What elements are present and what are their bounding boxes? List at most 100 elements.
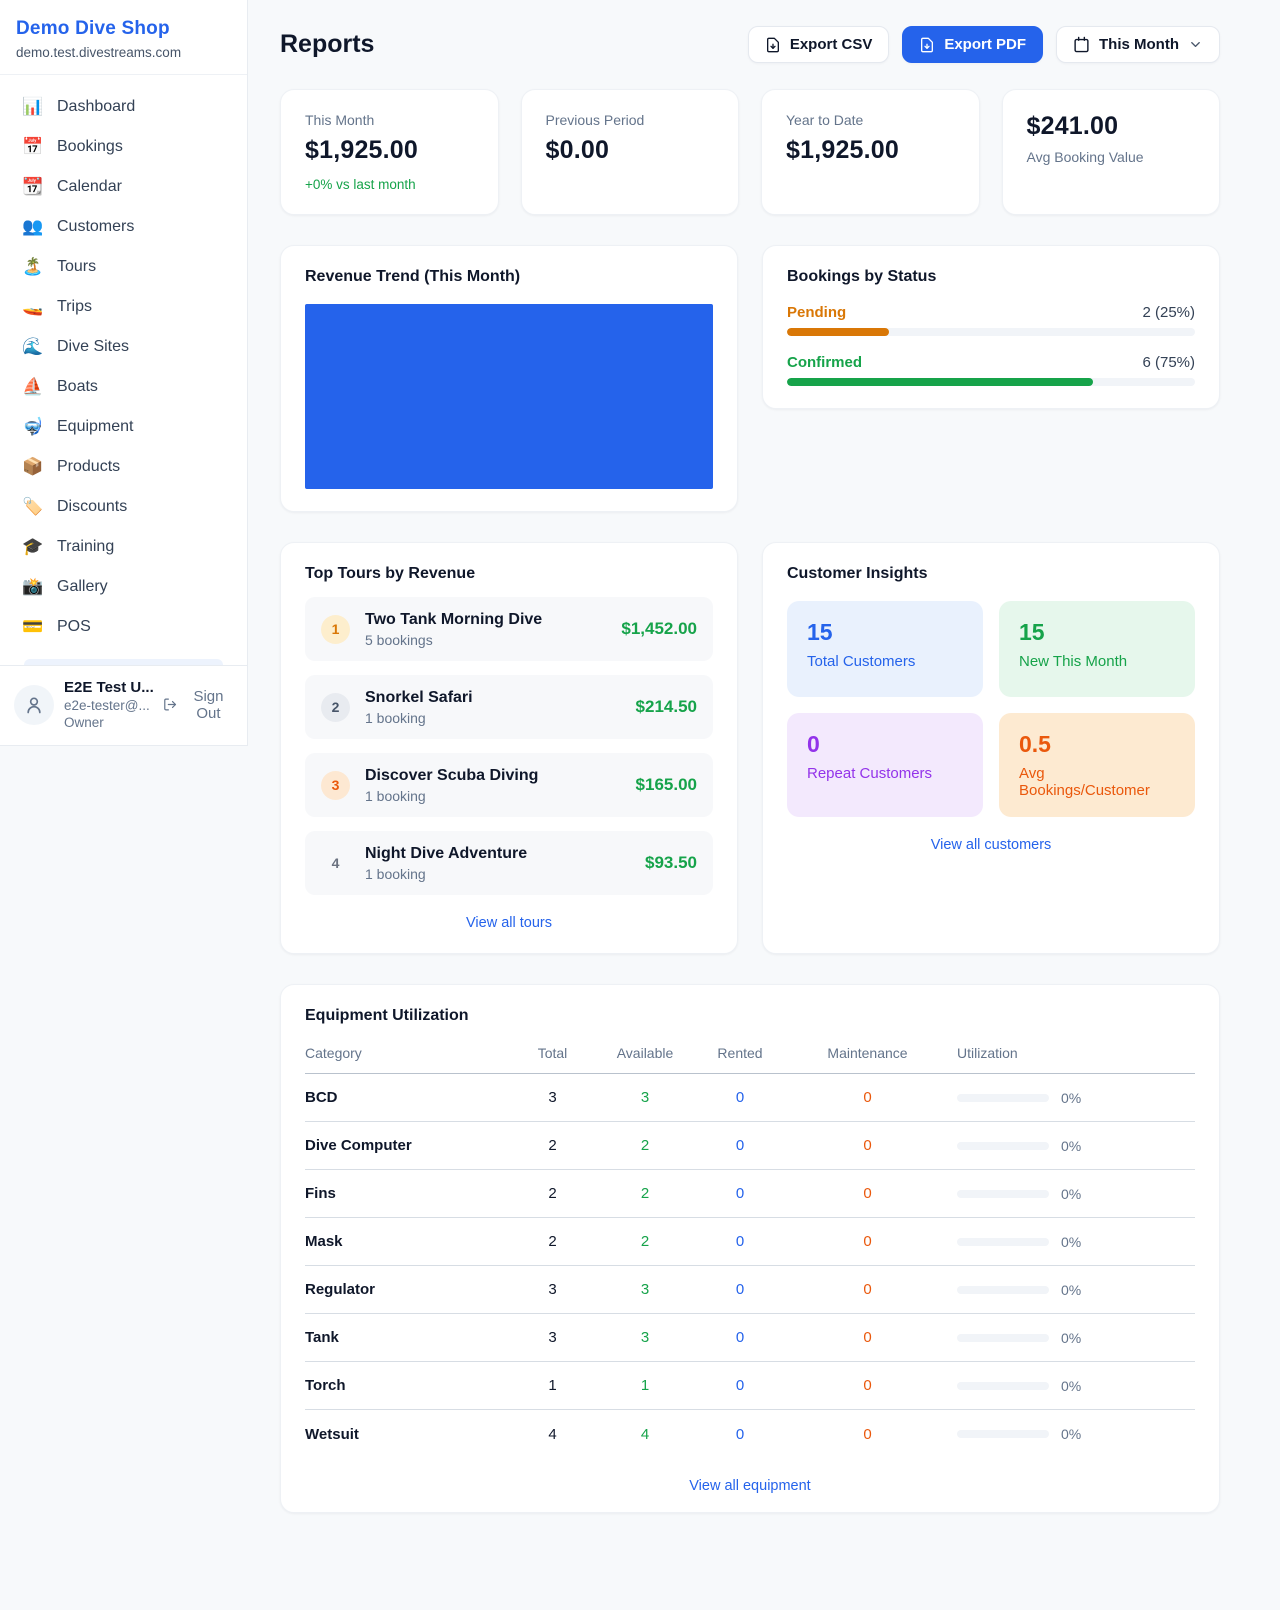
sign-out-icon — [163, 698, 176, 711]
tile-label: Total Customers — [807, 653, 916, 670]
sidebar-item-boats[interactable]: ⛵ Boats — [12, 367, 235, 407]
equipment-maintenance: 0 — [863, 1185, 872, 1202]
tile-label: Repeat Customers — [807, 765, 933, 782]
column-header-available: Available — [616, 1045, 674, 1061]
sidebar-item-dashboard[interactable]: 📊 Dashboard — [12, 87, 235, 127]
equipment-rented: 0 — [735, 1425, 745, 1443]
export-pdf-button[interactable]: Export PDF — [902, 26, 1044, 63]
table-row: Mask 2 2 0 0 0% — [305, 1218, 1195, 1266]
column-header-rented: Rented — [717, 1045, 763, 1061]
sidebar-item-label: Dive Sites — [57, 338, 130, 355]
sidebar-item-products[interactable]: 📦 Products — [12, 447, 235, 487]
tile-label: New This Month — [1019, 653, 1128, 670]
tile-avg-bookings-customer: 0.5 Avg Bookings/Customer — [999, 713, 1195, 817]
equipment-maintenance: 0 — [863, 1137, 872, 1154]
sidebar-item-bookings[interactable]: 📅 Bookings — [12, 127, 235, 167]
tour-row: 4 Night Dive Adventure 1 booking $93.50 — [305, 831, 713, 895]
equipment-rented: 0 — [735, 1377, 745, 1394]
shop-name: Demo Dive Shop — [16, 18, 170, 39]
sidebar-item-gallery[interactable]: 📸 Gallery — [12, 567, 235, 607]
sign-out-button[interactable]: Sign Out — [163, 688, 233, 722]
tag-icon: 🏷️ — [22, 497, 44, 516]
page-header: Reports Export CSV Export PDF This Month — [280, 26, 1220, 63]
sidebar-item-calendar[interactable]: 📆 Calendar — [12, 167, 235, 207]
utilization-track — [957, 1141, 1049, 1150]
equipment-category: Mask — [305, 1233, 343, 1250]
table-row: Dive Computer 2 2 0 0 0% — [305, 1122, 1195, 1170]
sidebar-item-label: Bookings — [57, 138, 123, 155]
tile-value: 15 — [1019, 619, 1045, 645]
sidebar-item-label: Products — [57, 458, 121, 475]
stat-label: Year to Date — [786, 112, 864, 128]
table-row: Fins 2 2 0 0 0% — [305, 1170, 1195, 1218]
status-label: Pending — [787, 304, 847, 321]
view-all-equipment-link[interactable]: View all equipment — [689, 1478, 811, 1494]
sidebar-item-dive-sites[interactable]: 🌊 Dive Sites — [12, 327, 235, 367]
export-csv-button[interactable]: Export CSV — [747, 26, 890, 63]
tour-row: 2 Snorkel Safari 1 booking $214.50 — [305, 675, 713, 739]
equipment-available: 4 — [640, 1425, 650, 1443]
sidebar-item-training[interactable]: 🎓 Training — [12, 527, 235, 567]
sidebar-item-label: POS — [57, 618, 91, 635]
sidebar-item-trips[interactable]: 🚤 Trips — [12, 287, 235, 327]
progress-fill — [787, 328, 889, 336]
stat-card-year-to-date: Year to Date $1,925.00 — [761, 89, 980, 215]
sidebar-header: Demo Dive Shop demo.test.divestreams.com — [0, 0, 247, 75]
stat-value: $241.00 — [1026, 112, 1119, 140]
stat-card-previous-period: Previous Period $0.00 — [520, 89, 739, 215]
period-selector[interactable]: This Month — [1056, 26, 1220, 63]
equipment-utilization-card: Equipment Utilization Category Total Ava… — [280, 984, 1220, 1513]
view-all-customers-link[interactable]: View all customers — [930, 837, 1052, 853]
sidebar-item-label: Boats — [57, 378, 98, 395]
equipment-category: Torch — [305, 1377, 346, 1394]
tour-revenue: $165.00 — [635, 775, 697, 794]
stat-value: $1,925.00 — [305, 136, 419, 164]
utilization-track — [957, 1430, 1049, 1438]
speedboat-icon: 🚤 — [22, 297, 44, 316]
utilization-percent: 0% — [1061, 1426, 1082, 1442]
bookings-by-status-title: Bookings by Status — [787, 268, 937, 285]
equipment-available: 2 — [640, 1137, 650, 1154]
utilization-cell: 0% — [945, 1090, 1195, 1106]
tour-bookings: 5 bookings — [365, 631, 433, 648]
user-name: E2E Test U... — [64, 679, 154, 696]
utilization-percent: 0% — [1061, 1137, 1082, 1154]
sidebar-item-customers[interactable]: 👥 Customers — [12, 207, 235, 247]
equipment-available: 2 — [640, 1233, 650, 1250]
equipment-available: 3 — [640, 1089, 650, 1106]
sidebar-item-discounts[interactable]: 🏷️ Discounts — [12, 487, 235, 527]
equipment-category: Dive Computer — [305, 1137, 412, 1154]
revenue-trend-chart — [305, 304, 713, 489]
sailboat-icon: ⛵ — [22, 377, 44, 396]
sidebar-item-label: Trips — [57, 298, 92, 315]
row-tours-insights: Top Tours by Revenue 1 Two Tank Morning … — [280, 542, 1220, 954]
equipment-maintenance: 0 — [863, 1281, 872, 1298]
progress-track — [787, 328, 1195, 336]
stat-card-avg-booking-value: $241.00 Avg Booking Value — [1001, 89, 1220, 215]
sidebar-item-equipment[interactable]: 🤿 Equipment — [12, 407, 235, 447]
tour-name: Snorkel Safari — [365, 688, 473, 706]
stat-delta: +0% vs last month — [305, 177, 416, 192]
view-all-tours-link[interactable]: View all tours — [466, 915, 552, 931]
equipment-table-header: Category Total Available Rented Maintena… — [305, 1045, 1195, 1074]
utilization-track — [957, 1285, 1049, 1294]
tour-name: Discover Scuba Diving — [365, 766, 539, 784]
utilization-cell: 0% — [945, 1330, 1195, 1346]
equipment-utilization-title: Equipment Utilization — [305, 1007, 469, 1024]
equipment-total: 2 — [548, 1185, 557, 1202]
sidebar-item-tours[interactable]: 🏝️ Tours — [12, 247, 235, 287]
user-email: e2e-tester@... — [64, 698, 150, 713]
credit-card-icon: 💳 — [22, 617, 44, 636]
equipment-rented: 0 — [735, 1329, 745, 1346]
sidebar-item-pos[interactable]: 💳 POS — [12, 607, 235, 647]
rank-badge: 3 — [321, 770, 350, 800]
equipment-rented: 0 — [735, 1281, 745, 1298]
equipment-rented: 0 — [735, 1185, 745, 1202]
stat-card-this-month: This Month $1,925.00 +0% vs last month — [280, 89, 499, 215]
sidebar: Demo Dive Shop demo.test.divestreams.com… — [0, 0, 248, 746]
bookings-by-status-card: Bookings by Status Pending 2 (25%) Confi… — [762, 245, 1220, 409]
tour-revenue: $1,452.00 — [621, 619, 697, 638]
stat-label: This Month — [305, 112, 375, 128]
dashboard-icon: 📊 — [22, 97, 44, 116]
stats-row: This Month $1,925.00 +0% vs last month P… — [280, 89, 1220, 215]
